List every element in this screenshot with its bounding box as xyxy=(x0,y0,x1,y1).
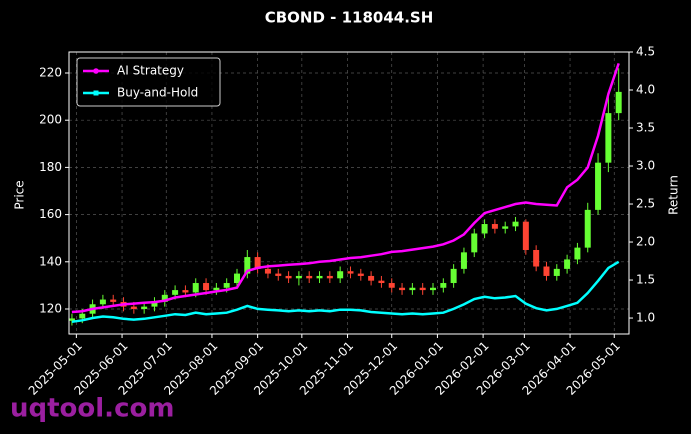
candle-body xyxy=(522,221,529,250)
legend-marker xyxy=(93,68,99,74)
candle-body xyxy=(378,280,385,284)
y2-tick-label: 1.0 xyxy=(636,311,655,325)
candle-body xyxy=(213,287,220,291)
candle-body xyxy=(584,209,591,248)
y-tick-label: 180 xyxy=(39,160,62,174)
candle-body xyxy=(553,268,560,276)
candle-body xyxy=(234,273,240,284)
candle-body xyxy=(605,113,612,163)
candle-body xyxy=(347,271,354,274)
candle-body xyxy=(254,257,261,269)
candle-body xyxy=(399,287,406,291)
return-line xyxy=(71,62,620,314)
candle-body xyxy=(471,233,478,253)
candle-body xyxy=(326,275,333,279)
candle-body xyxy=(512,221,519,227)
legend-label: AI Strategy xyxy=(117,64,184,78)
candle-body xyxy=(564,259,571,269)
candle-body xyxy=(388,283,395,288)
candle-body xyxy=(419,287,426,291)
legend-box xyxy=(76,57,221,107)
candle-body xyxy=(460,252,467,269)
candle-body xyxy=(409,287,416,291)
chart-title: CBOND - 118044.SH xyxy=(265,9,434,27)
y-tick-label: 160 xyxy=(39,207,62,221)
legend-label: Buy-and-Hold xyxy=(117,86,198,100)
plot-border xyxy=(68,51,630,335)
y-tick-label: 220 xyxy=(39,66,62,80)
candle-body xyxy=(295,275,302,279)
candle-body xyxy=(502,226,509,229)
candle-body xyxy=(275,273,282,276)
candle-body xyxy=(285,275,292,279)
candle-body xyxy=(450,268,457,284)
candle-body xyxy=(192,283,199,293)
y2-tick-label: 3.5 xyxy=(636,121,655,135)
candle-body xyxy=(99,299,106,305)
candle-body xyxy=(368,275,375,281)
y-tick-label: 120 xyxy=(39,301,62,315)
y2-tick-label: 4.5 xyxy=(636,45,655,59)
candle-body xyxy=(481,224,488,234)
y-axis-label: Price xyxy=(13,180,27,209)
candle-body xyxy=(337,271,344,279)
candle-body xyxy=(79,313,86,319)
y2-axis-label: Return xyxy=(667,175,681,215)
y2-tick-label: 2.5 xyxy=(636,197,655,211)
return-line xyxy=(71,260,620,324)
y2-tick-label: 2.0 xyxy=(636,235,655,249)
candle-body xyxy=(161,294,168,302)
candle-body xyxy=(615,91,622,114)
candle-body xyxy=(141,306,148,309)
candle-body xyxy=(306,275,313,279)
candle-body xyxy=(533,249,540,267)
candle-body xyxy=(223,283,230,288)
candle-body xyxy=(440,283,447,288)
y2-tick-label: 3.0 xyxy=(636,159,655,173)
y2-tick-label: 4.0 xyxy=(636,83,655,97)
candle-body xyxy=(574,247,581,260)
candle-body xyxy=(264,268,271,274)
watermark: uqtool.com xyxy=(10,394,174,424)
candle-body xyxy=(172,290,179,295)
candle-body xyxy=(595,162,602,210)
y-tick-label: 140 xyxy=(39,254,62,268)
candle-body xyxy=(357,273,364,276)
candle-body xyxy=(182,290,189,293)
candle-body xyxy=(316,275,323,279)
candle-body xyxy=(203,283,210,291)
candle-body xyxy=(543,266,550,276)
candle-body xyxy=(430,287,436,291)
candle-body xyxy=(491,224,498,229)
legend-marker xyxy=(93,90,99,96)
candle-body xyxy=(68,318,75,321)
candle-body xyxy=(151,301,158,307)
candle-body xyxy=(130,306,137,309)
y2-tick-label: 1.5 xyxy=(636,273,655,287)
y-tick-label: 200 xyxy=(39,113,62,127)
candle-body xyxy=(244,257,251,274)
candle-body xyxy=(110,299,117,302)
